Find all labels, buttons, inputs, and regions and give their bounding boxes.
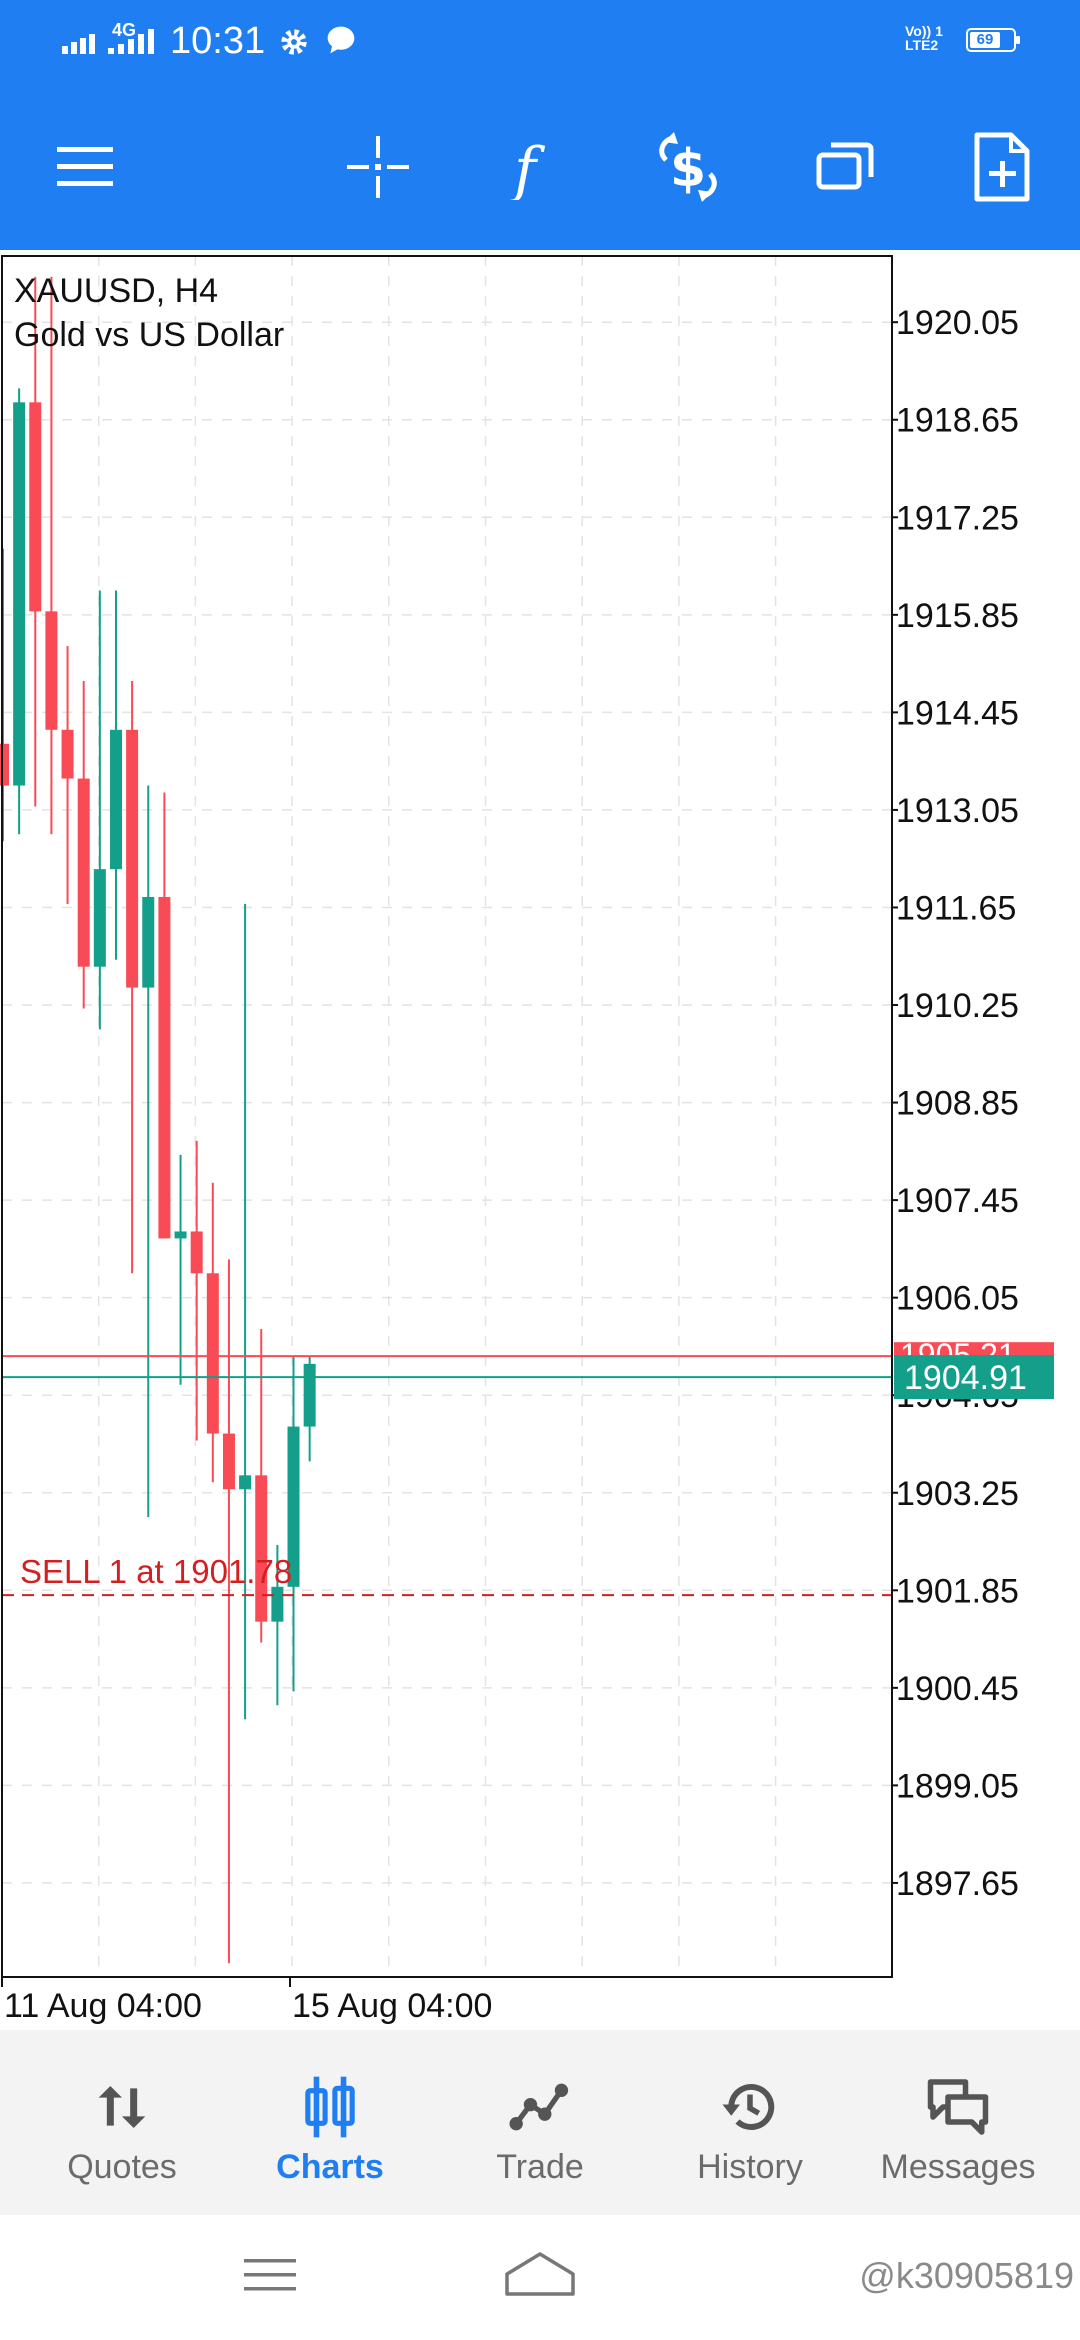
price-label: 1899.05 bbox=[896, 1767, 1019, 1805]
lte-label: LTE2 bbox=[905, 37, 939, 53]
nav-trade[interactable]: Trade bbox=[432, 2030, 648, 2215]
svg-text:f: f bbox=[510, 135, 546, 200]
indicators-button[interactable]: f bbox=[488, 122, 578, 212]
candle-body bbox=[222, 1433, 235, 1490]
crosshair-button[interactable] bbox=[333, 122, 423, 212]
candle-body bbox=[0, 743, 9, 786]
history-icon bbox=[722, 2084, 775, 2130]
menu-icon bbox=[57, 147, 113, 186]
candle-body bbox=[158, 897, 171, 1239]
settings-gear-icon bbox=[281, 29, 307, 55]
battery-icon: 69 bbox=[966, 28, 1020, 52]
nav-history-label: History bbox=[697, 2148, 803, 2186]
nav-trade-label: Trade bbox=[496, 2148, 584, 2186]
price-label: 1911.65 bbox=[896, 889, 1016, 927]
new-document-icon bbox=[974, 132, 1030, 202]
bottom-navigation: Quotes Charts Trade bbox=[0, 2030, 1080, 2215]
watermark: @k30905819 bbox=[859, 2255, 1074, 2296]
price-label: 1903.25 bbox=[896, 1475, 1019, 1513]
price-label: 1913.05 bbox=[896, 792, 1019, 830]
price-label: 1907.45 bbox=[896, 1182, 1019, 1220]
new-chart-button[interactable] bbox=[957, 122, 1047, 212]
price-label: 1901.85 bbox=[896, 1572, 1019, 1610]
nav-charts[interactable]: Charts bbox=[222, 2030, 438, 2215]
recent-apps-button[interactable] bbox=[210, 2235, 330, 2315]
windows-icon bbox=[816, 142, 874, 190]
chart-toolbar: f $ bbox=[0, 84, 1080, 250]
price-label: 1915.85 bbox=[896, 597, 1019, 635]
plot-frame bbox=[1, 255, 893, 1978]
price-label: 1917.25 bbox=[896, 499, 1019, 537]
candle-body bbox=[109, 729, 122, 870]
candle-body bbox=[255, 1475, 268, 1622]
new-order-button[interactable]: $ bbox=[643, 122, 733, 212]
messages-icon bbox=[927, 2079, 989, 2135]
price-label: 1900.45 bbox=[896, 1670, 1019, 1708]
trade-dollar-icon: $ bbox=[659, 132, 717, 202]
volte-indicator: Vo)) 1 LTE2 bbox=[905, 24, 943, 52]
candle-body bbox=[239, 1475, 252, 1490]
candle-body bbox=[45, 611, 58, 730]
trade-icon bbox=[509, 2083, 569, 2131]
bid-price-box bbox=[894, 1355, 1054, 1400]
chart-description: Gold vs US Dollar bbox=[14, 316, 285, 354]
time-label: 11 Aug 04:00 bbox=[4, 1987, 202, 2025]
price-chart[interactable]: 1920.05 1918.65 1917.25 1915.85 1914.45 1913.… bbox=[0, 250, 1080, 2030]
candle-body bbox=[142, 897, 155, 988]
system-navigation-bar: @k30905819 bbox=[0, 2215, 1080, 2340]
chat-bubble-icon bbox=[327, 26, 355, 54]
price-label: 1910.25 bbox=[896, 987, 1019, 1025]
network-type: 4G bbox=[112, 20, 137, 40]
candle-body bbox=[190, 1231, 203, 1274]
recent-apps-icon bbox=[244, 2259, 296, 2291]
candle-body bbox=[206, 1273, 219, 1434]
candle-body bbox=[29, 402, 42, 612]
status-bar: 4G 10:31 Vo)) 1 LTE2 69 bbox=[0, 0, 1080, 84]
svg-text:$: $ bbox=[670, 139, 706, 199]
function-icon: f bbox=[510, 135, 546, 200]
price-label: 1914.45 bbox=[896, 694, 1019, 732]
price-label: 1906.05 bbox=[896, 1280, 1019, 1318]
nav-messages-label: Messages bbox=[880, 2148, 1036, 2186]
sell-order-label: SELL 1 at 1901.78 bbox=[20, 1553, 292, 1590]
signal-icon bbox=[62, 34, 95, 54]
price-label: 1920.05 bbox=[896, 304, 1019, 342]
chart-symbol: XAUUSD, H4 bbox=[14, 272, 219, 310]
time-label: 15 Aug 04:00 bbox=[292, 1987, 492, 2025]
menu-button[interactable] bbox=[40, 122, 130, 212]
battery-level: 69 bbox=[970, 32, 1000, 48]
signal-icon-2 bbox=[108, 29, 154, 54]
status-time: 10:31 bbox=[170, 20, 266, 62]
candle-body bbox=[77, 778, 90, 967]
nav-history[interactable]: History bbox=[642, 2030, 858, 2215]
price-label: 1897.65 bbox=[896, 1865, 1019, 1903]
quotes-icon bbox=[98, 2086, 146, 2128]
nav-quotes-label: Quotes bbox=[67, 2148, 177, 2186]
nav-quotes[interactable]: Quotes bbox=[14, 2030, 230, 2215]
price-label: 1918.65 bbox=[896, 402, 1019, 440]
crosshair-icon bbox=[347, 136, 409, 198]
candle-body bbox=[271, 1586, 284, 1622]
candle-body bbox=[303, 1363, 316, 1427]
home-button[interactable] bbox=[480, 2235, 600, 2315]
volte-label: Vo)) 1 bbox=[905, 23, 943, 39]
candle-body bbox=[174, 1231, 187, 1239]
price-label: 1908.85 bbox=[896, 1085, 1019, 1123]
candle-body bbox=[13, 402, 26, 786]
bid-price-label: 1904.91 bbox=[904, 1359, 1027, 1397]
chart-canvas[interactable]: 1920.05 1918.65 1917.25 1915.85 1914.45 1913.… bbox=[0, 250, 1080, 2030]
candle-body bbox=[93, 869, 106, 967]
home-icon bbox=[505, 2252, 575, 2296]
candle-body bbox=[126, 729, 139, 988]
candle-body bbox=[61, 729, 74, 779]
charts-icon bbox=[305, 2076, 355, 2138]
nav-charts-label: Charts bbox=[276, 2148, 384, 2186]
nav-messages[interactable]: Messages bbox=[850, 2030, 1066, 2215]
windows-button[interactable] bbox=[800, 122, 890, 212]
candle-body bbox=[287, 1426, 300, 1587]
